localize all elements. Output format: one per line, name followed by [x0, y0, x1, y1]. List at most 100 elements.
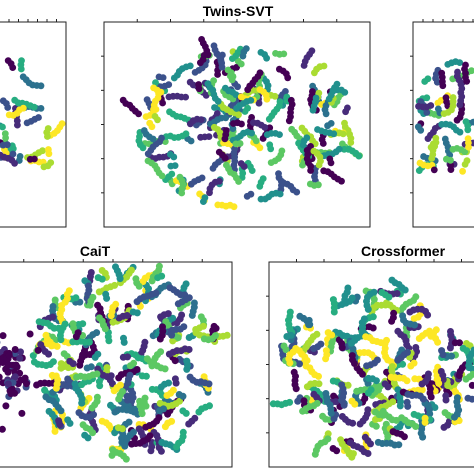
- scatter-point: [120, 338, 128, 346]
- scatter-point: [214, 201, 222, 209]
- scatter-point: [257, 195, 265, 203]
- scatter-point: [198, 36, 206, 43]
- scatter-point: [447, 328, 454, 335]
- scatter-point: [158, 134, 165, 142]
- scatter-point: [280, 342, 288, 350]
- scatter-point: [88, 404, 96, 412]
- scatter-point: [119, 96, 127, 104]
- scatter-point: [4, 380, 12, 388]
- scatter-point: [51, 296, 59, 304]
- scatter-point: [322, 110, 330, 118]
- scatter-point: [242, 45, 250, 52]
- scatter-point: [210, 322, 218, 330]
- scatter-point: [206, 402, 213, 410]
- scatter-point: [79, 421, 87, 429]
- scatter-point: [69, 338, 77, 346]
- scatter-point: [11, 373, 19, 381]
- scatter-point: [444, 382, 452, 389]
- scatter-point: [0, 373, 3, 381]
- scatter-point: [26, 155, 34, 163]
- scatter-point: [403, 398, 411, 406]
- scatter-point: [151, 113, 159, 120]
- scatter-point: [152, 289, 160, 297]
- scatter-point: [142, 113, 150, 120]
- scatter-point: [439, 82, 447, 90]
- scatter-point: [399, 312, 407, 320]
- scatter-panel-top-left: [0, 19, 67, 228]
- scatter-point: [237, 93, 245, 101]
- scatter-point: [158, 172, 166, 180]
- scatter-point: [312, 94, 320, 102]
- scatter-point: [210, 77, 218, 84]
- scatter-point: [57, 364, 65, 372]
- scatter-point: [49, 358, 57, 366]
- scatter-point: [35, 114, 42, 121]
- scatter-point: [81, 277, 89, 285]
- scatter-point: [135, 282, 143, 290]
- scatter-point: [202, 91, 210, 99]
- scatter-point: [198, 174, 206, 182]
- scatter-panel-twins-svt: Twins-SVT: [101, 3, 371, 228]
- scatter-point: [441, 135, 449, 143]
- scatter-point: [155, 414, 163, 422]
- scatter-point: [234, 83, 242, 91]
- scatter-point: [372, 416, 379, 423]
- scatter-point: [359, 370, 366, 378]
- scatter-point: [414, 123, 422, 131]
- scatter-point: [328, 331, 336, 339]
- scatter-point: [322, 347, 330, 355]
- scatter-point: [283, 333, 291, 340]
- scatter-point: [256, 182, 264, 190]
- scatter-panel-top-right: [410, 19, 474, 228]
- scatter-point: [196, 190, 204, 198]
- scatter-point: [12, 361, 20, 369]
- scatter-point: [17, 348, 24, 356]
- scatter-point: [233, 105, 240, 112]
- scatter-point: [470, 346, 474, 354]
- scatter-point: [459, 344, 467, 352]
- scatter-point: [415, 167, 423, 175]
- scatter-point: [418, 380, 426, 388]
- scatter-point: [393, 290, 401, 297]
- scatter-point: [169, 386, 177, 394]
- scatter-point: [252, 137, 260, 145]
- scatter-point: [443, 155, 450, 163]
- scatter-point: [45, 150, 53, 158]
- scatter-point: [298, 124, 306, 132]
- scatter-point: [236, 140, 244, 147]
- scatter-point: [129, 308, 137, 316]
- scatter-point: [271, 92, 279, 100]
- scatter-point: [222, 84, 229, 92]
- scatter-point: [313, 330, 321, 338]
- scatter-point: [400, 433, 408, 441]
- scatter-point: [241, 108, 249, 115]
- scatter-point: [19, 73, 27, 81]
- scatter-point: [85, 282, 92, 290]
- scatter-point: [18, 409, 26, 417]
- scatter-point: [178, 189, 186, 197]
- scatter-point: [191, 69, 199, 76]
- scatter-point: [257, 49, 265, 56]
- scatter-point: [45, 407, 53, 415]
- scatter-point: [379, 407, 387, 415]
- scatter-point: [326, 155, 334, 163]
- scatter-point: [388, 276, 396, 284]
- scatter-point: [149, 135, 157, 143]
- scatter-point: [155, 73, 163, 81]
- scatter-point: [83, 364, 91, 372]
- scatter-point: [314, 126, 321, 133]
- scatter-point: [173, 443, 180, 451]
- scatter-point: [355, 152, 363, 160]
- scatter-point: [158, 272, 166, 280]
- scatter-point: [114, 424, 122, 432]
- scatter-point: [210, 42, 218, 50]
- scatter-point: [442, 396, 450, 404]
- scatter-point: [344, 284, 352, 292]
- scatter-point: [49, 303, 57, 310]
- scatter-point: [372, 422, 380, 430]
- scatter-panel-crossformer: Crossformer: [266, 243, 474, 468]
- scatter-point: [156, 399, 164, 407]
- scatter-point: [329, 445, 337, 452]
- scatter-point: [463, 157, 471, 165]
- scatter-point: [79, 351, 87, 359]
